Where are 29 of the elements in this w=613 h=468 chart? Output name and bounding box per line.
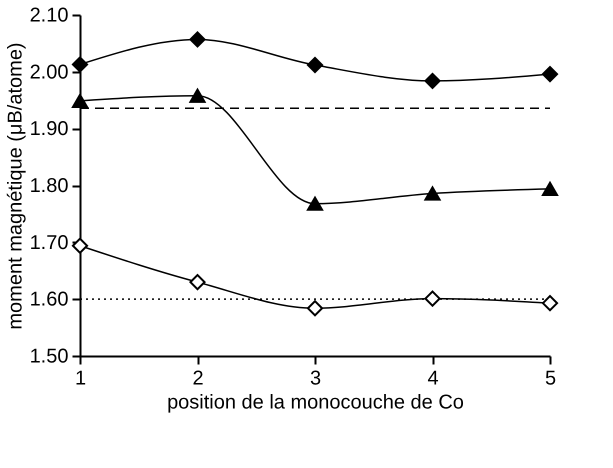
y-tick-label: 2.10 xyxy=(30,4,68,26)
point xyxy=(189,88,206,103)
point xyxy=(189,31,206,48)
point xyxy=(542,295,558,312)
y-axis-title: moment magnétique (μB/atome) xyxy=(4,42,27,330)
point xyxy=(424,72,441,89)
x-tick-label: 5 xyxy=(544,368,556,390)
y-tick-label: 1.90 xyxy=(30,118,68,140)
point xyxy=(424,186,441,201)
x-tick-label: 1 xyxy=(74,368,86,390)
x-tick-label: 4 xyxy=(427,368,439,390)
y-tick-label: 2.00 xyxy=(30,61,68,84)
point xyxy=(72,94,88,108)
point xyxy=(306,196,324,211)
point xyxy=(542,66,558,82)
y-tick-label: 1.50 xyxy=(30,346,68,368)
point xyxy=(424,290,441,307)
point xyxy=(542,182,558,196)
x-tick-label: 3 xyxy=(310,368,322,390)
point xyxy=(306,300,324,316)
point xyxy=(306,56,324,74)
point xyxy=(72,238,88,254)
point xyxy=(189,274,206,290)
y-tick-label: 1.80 xyxy=(30,175,68,197)
x-axis-title: position de la monocouche de Co xyxy=(167,392,464,414)
x-tick-label: 2 xyxy=(192,368,204,390)
point xyxy=(72,56,88,73)
y-tick-label: 1.60 xyxy=(30,288,68,311)
y-tick-label: 1.70 xyxy=(30,232,68,254)
